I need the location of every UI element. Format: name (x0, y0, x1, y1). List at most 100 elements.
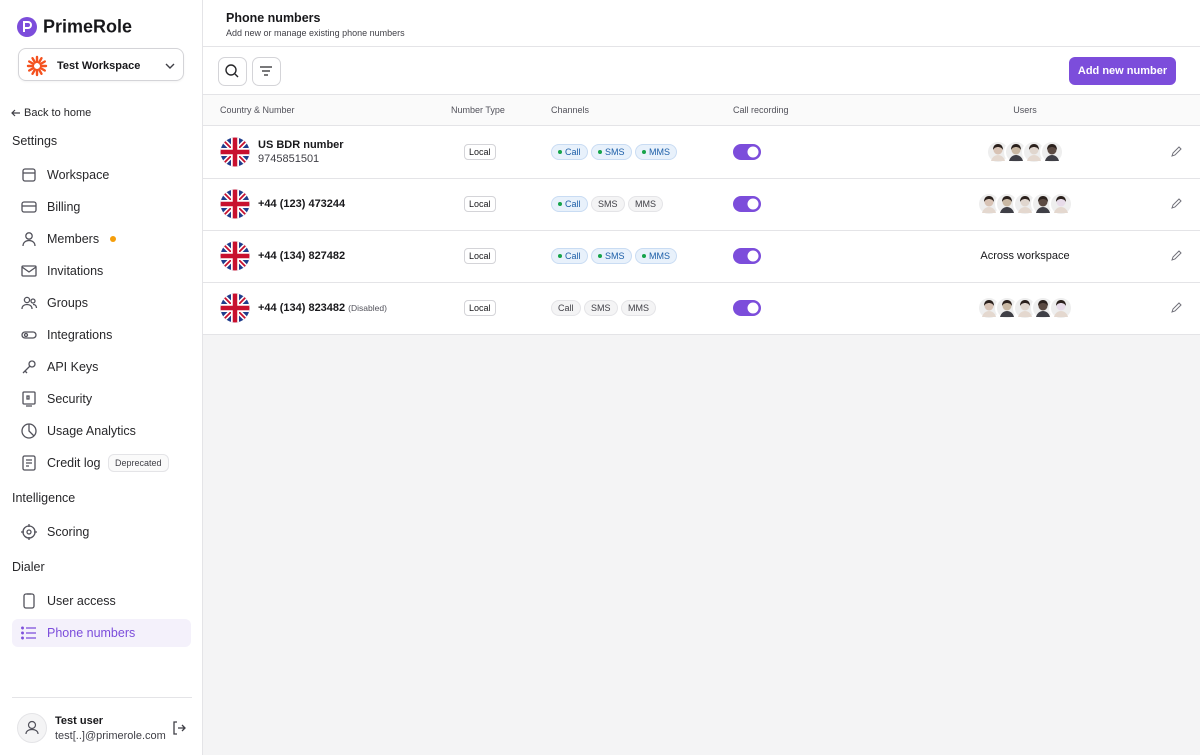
nav-item[interactable]: Usage Analytics (47, 424, 136, 438)
badge: Deprecated (108, 454, 169, 472)
nav-item[interactable]: Scoring (47, 525, 90, 539)
row-divider (203, 230, 1200, 231)
logo (17, 17, 37, 37)
channel-label: Call (558, 302, 574, 313)
channel-label: MMS (635, 198, 656, 209)
nav-item[interactable]: API Keys (47, 360, 99, 374)
channel-pill: Call (551, 248, 588, 264)
channel-label: SMS (605, 146, 625, 157)
user-avatar (1031, 296, 1055, 320)
page-title: Phone numbers (226, 11, 321, 25)
nav-item[interactable]: Groups (47, 296, 88, 310)
flag (220, 137, 250, 167)
nav-icon (21, 524, 37, 540)
main: Phone numbers Add new or manage existing … (203, 0, 1200, 755)
channel-pill: SMS (591, 196, 625, 212)
user-avatar (1013, 296, 1037, 320)
notification-dot (110, 236, 116, 242)
channel-dot (598, 254, 602, 258)
channel-pill: Call (551, 300, 581, 316)
table-header (203, 94, 1200, 126)
nav-item[interactable]: Billing (47, 200, 81, 214)
flag (220, 293, 250, 323)
number-name: +44 (134) 823482 (Disabled) (258, 302, 387, 314)
button-icon (225, 64, 239, 78)
section-title: Dialer (12, 560, 45, 574)
flag (220, 241, 250, 271)
nav-icon (22, 391, 36, 407)
channel-pill: SMS (584, 300, 618, 316)
user-avatar (17, 713, 47, 743)
recording-toggle[interactable] (733, 144, 761, 160)
logout-icon[interactable] (171, 720, 187, 736)
channel-label: SMS (591, 302, 611, 313)
number-name: US BDR number (258, 139, 344, 151)
edit-icon[interactable] (1170, 146, 1182, 158)
nav-icon (21, 423, 37, 439)
edit-icon[interactable] (1170, 302, 1182, 314)
number-type: Local (464, 144, 496, 160)
channel-dot (642, 254, 646, 258)
recording-toggle[interactable] (733, 196, 761, 212)
icon-button[interactable] (252, 57, 281, 86)
number-type: Local (464, 300, 496, 316)
nav-item[interactable]: Integrations (47, 328, 113, 342)
button-icon (260, 66, 272, 76)
recording-toggle[interactable] (733, 248, 761, 264)
nav-icon (22, 168, 36, 182)
nav-item[interactable]: Phone numbers (47, 626, 136, 640)
number-type: Local (464, 248, 496, 264)
channel-label: MMS (649, 250, 670, 261)
sidebar: PrimeRole Test Workspace Back to home Setti… (0, 0, 203, 755)
column-header: Country & Number (220, 105, 295, 115)
nav-icon (21, 201, 37, 213)
back-arrow (11, 109, 20, 117)
recording-toggle[interactable] (733, 300, 761, 316)
nav-item[interactable]: Security (47, 392, 93, 406)
user-avatar (1013, 192, 1037, 216)
nav-icon (22, 232, 36, 247)
channel-pill: SMS (591, 144, 632, 160)
add-button[interactable]: Add new number (1069, 57, 1176, 85)
user-avatar (1040, 140, 1064, 164)
nav-item[interactable]: Workspace (47, 168, 110, 182)
user-avatar (1049, 296, 1073, 320)
nav-item[interactable]: Credit log (47, 456, 101, 470)
nav-icon (22, 455, 36, 471)
nav-item[interactable]: User access (47, 594, 116, 608)
channel-pill: MMS (635, 144, 677, 160)
channel-pill: Call (551, 144, 588, 160)
column-header: Call recording (733, 105, 789, 115)
edit-icon[interactable] (1170, 198, 1182, 210)
icon-button[interactable] (218, 57, 247, 86)
user-name: Test user (55, 715, 104, 727)
channel-pill: MMS (628, 196, 663, 212)
edit-icon[interactable] (1170, 250, 1182, 262)
channel-dot (598, 150, 602, 154)
user-avatar (1049, 192, 1073, 216)
nav-icon (21, 331, 37, 339)
channel-label: SMS (598, 198, 618, 209)
channel-pill: Call (551, 196, 588, 212)
channel-dot (642, 150, 646, 154)
nav-icon (21, 296, 38, 310)
number-name: +44 (123) 473244 (258, 198, 346, 210)
nav-icon (21, 265, 37, 277)
content (203, 47, 1200, 335)
status-note-text: (Disabled) (348, 303, 387, 313)
column-header: Channels (551, 105, 590, 115)
chevron (165, 63, 175, 69)
workspace-select[interactable] (18, 48, 184, 81)
nav-icon (21, 626, 36, 640)
channel-dot (558, 202, 562, 206)
section-title: Intelligence (12, 491, 76, 505)
user-avatar (977, 296, 1001, 320)
phone-number: 9745851501 (258, 153, 320, 165)
channel-label: MMS (649, 146, 670, 157)
nav-active-bg (12, 619, 191, 647)
nav-item[interactable]: Members (47, 232, 100, 246)
back-link[interactable]: Back to home (24, 107, 92, 119)
divider (12, 697, 192, 698)
workspace-logo (26, 55, 48, 77)
nav-item[interactable]: Invitations (47, 264, 104, 278)
